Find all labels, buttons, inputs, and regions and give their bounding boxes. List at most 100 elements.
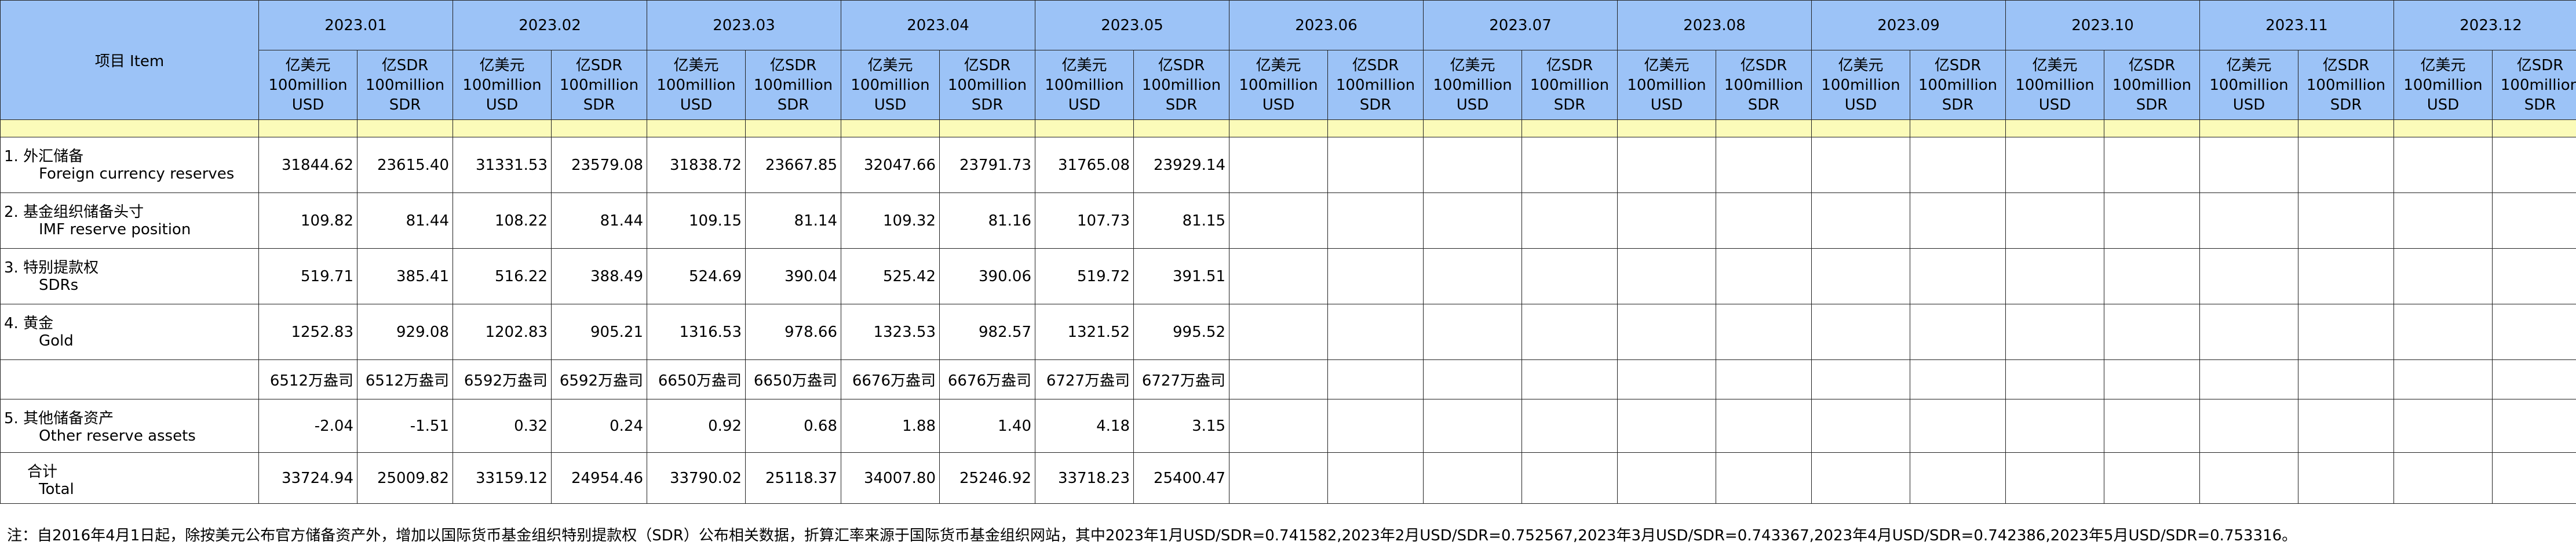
- value-cell: [2493, 193, 2576, 249]
- value-cell: 519.71: [259, 249, 357, 304]
- value-cell: 81.44: [552, 193, 647, 249]
- unit-en: 100million SDR: [2496, 75, 2576, 115]
- value-cell: [1910, 399, 2006, 453]
- value-cell: [1812, 193, 1910, 249]
- value-cell: [1910, 304, 2006, 360]
- unit-en: 100million SDR: [1331, 75, 1420, 115]
- unit-en: 100million USD: [2398, 75, 2489, 115]
- unit-cn: 亿美元: [457, 56, 548, 75]
- value-cell: 23615.40: [357, 137, 453, 193]
- unit-cn: 亿美元: [2009, 56, 2100, 75]
- value-cell: [2298, 137, 2394, 193]
- value-cell: -2.04: [259, 399, 357, 453]
- unit-cn: 亿美元: [651, 56, 742, 75]
- value-cell: [2104, 137, 2200, 193]
- value-cell: [1424, 137, 1522, 193]
- value-cell: 32047.66: [841, 137, 940, 193]
- item-header: 项目 Item: [1, 1, 259, 120]
- value-cell: [2006, 453, 2104, 504]
- value-cell: 982.57: [940, 304, 1035, 360]
- value-cell: 929.08: [357, 304, 453, 360]
- row-label-en: Gold: [4, 332, 255, 350]
- value-cell: [1812, 249, 1910, 304]
- value-cell: [2200, 399, 2298, 453]
- value-cell: [2298, 193, 2394, 249]
- month-header: 2023.12: [2394, 1, 2576, 50]
- value-cell: 1323.53: [841, 304, 940, 360]
- value-cell: [2493, 399, 2576, 453]
- value-cell: [2493, 360, 2576, 399]
- value-cell: 6650万盎司: [647, 360, 746, 399]
- value-cell: 108.22: [453, 193, 552, 249]
- unit-cn: 亿SDR: [2108, 56, 2196, 75]
- value-cell: 6676万盎司: [940, 360, 1035, 399]
- value-cell: [1328, 249, 1424, 304]
- month-header: 2023.08: [1618, 1, 1812, 50]
- value-cell: [1812, 360, 1910, 399]
- value-cell: [1716, 249, 1812, 304]
- unit-cn: 亿SDR: [1720, 56, 1808, 75]
- value-cell: [2200, 137, 2298, 193]
- value-cell: [1716, 360, 1812, 399]
- value-cell: 23791.73: [940, 137, 1035, 193]
- value-cell: [2298, 399, 2394, 453]
- unit-en: 100million SDR: [749, 75, 837, 115]
- value-cell: [2104, 249, 2200, 304]
- value-cell: [1229, 399, 1328, 453]
- value-cell: [1522, 360, 1618, 399]
- value-cell: 25118.37: [746, 453, 841, 504]
- value-cell: 33718.23: [1035, 453, 1134, 504]
- month-header: 2023.03: [647, 1, 841, 50]
- value-cell: 6727万盎司: [1035, 360, 1134, 399]
- value-cell: [1229, 193, 1328, 249]
- value-cell: [1522, 453, 1618, 504]
- value-cell: 31331.53: [453, 137, 552, 193]
- value-cell: 0.24: [552, 399, 647, 453]
- value-cell: [1910, 453, 2006, 504]
- value-cell: 978.66: [746, 304, 841, 360]
- value-cell: 3.15: [1134, 399, 1229, 453]
- unit-en: 100million USD: [1815, 75, 1906, 115]
- value-cell: 81.14: [746, 193, 841, 249]
- value-cell: [1812, 304, 1910, 360]
- unit-en: 100million SDR: [943, 75, 1031, 115]
- footnote: 注：自2016年4月1日起，除按美元公布官方储备资产外，增加以国际货币基金组织特…: [0, 504, 2576, 545]
- value-cell: [1328, 304, 1424, 360]
- value-cell: [1522, 249, 1618, 304]
- unit-en: 100million SDR: [361, 75, 449, 115]
- unit-en: 100million SDR: [1137, 75, 1225, 115]
- value-cell: [2394, 399, 2493, 453]
- value-cell: [2493, 304, 2576, 360]
- unit-cn: 亿美元: [2398, 56, 2489, 75]
- value-cell: 391.51: [1134, 249, 1229, 304]
- value-cell: 4.18: [1035, 399, 1134, 453]
- value-cell: 23667.85: [746, 137, 841, 193]
- value-cell: [1618, 137, 1716, 193]
- value-cell: [2200, 304, 2298, 360]
- value-cell: [1910, 360, 2006, 399]
- value-cell: -1.51: [357, 399, 453, 453]
- value-cell: [1716, 399, 1812, 453]
- value-cell: 1202.83: [453, 304, 552, 360]
- month-header: 2023.05: [1035, 1, 1229, 50]
- value-cell: [1328, 453, 1424, 504]
- value-cell: [1618, 304, 1716, 360]
